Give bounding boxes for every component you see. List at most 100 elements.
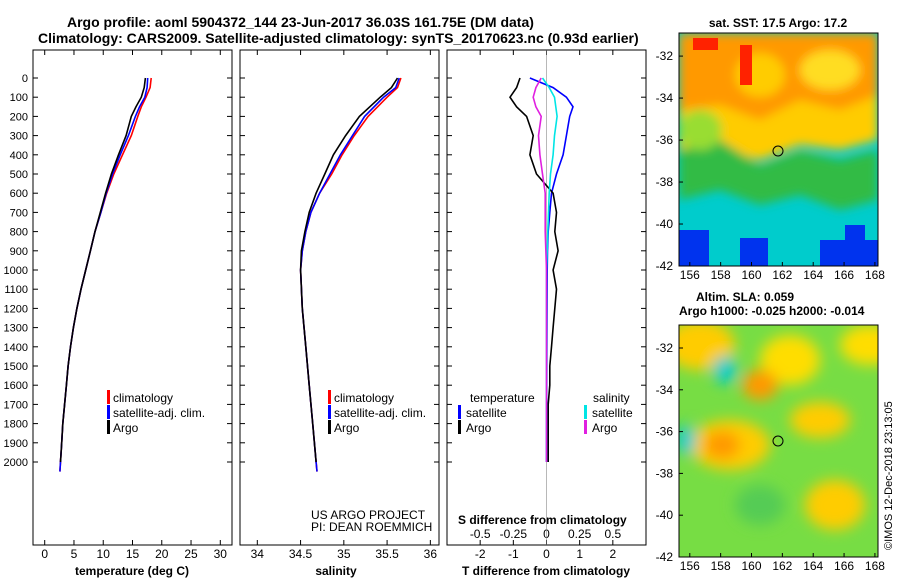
legend-swatch-s-satellite (584, 405, 587, 419)
s-x-tick-label: -0.5 (470, 527, 491, 541)
legend-swatch-s-argo (584, 420, 587, 434)
map-x-tick-label: 166 (834, 559, 854, 573)
y-tick-label: 2000 (4, 457, 28, 469)
series-line-argo (299, 77, 399, 463)
sst-map-image (679, 33, 878, 266)
map-x-tick-label: 156 (680, 559, 700, 573)
x-tick-label: 35 (337, 547, 351, 561)
legend-swatch-climatology (328, 390, 331, 404)
x-tick-label: 35.5 (375, 547, 399, 561)
legend-climatology: climatology (334, 391, 394, 405)
salinity-legend: climatology satellite-adj. clim. Argo US… (311, 390, 432, 534)
sla-title1: Altim. SLA: 0.059 (696, 290, 794, 304)
y-tick-label: 400 (10, 150, 28, 162)
legend-s-satellite: satellite (592, 406, 633, 420)
map-x-tick-label: 160 (741, 559, 761, 573)
profile-lines (59, 77, 574, 472)
y-tick-label: 0 (22, 73, 28, 85)
y-tick-label: 1500 (4, 361, 28, 373)
series-line-argo (59, 77, 147, 463)
x-tick-label: -1 (508, 547, 519, 561)
series-line-s-satellite (541, 77, 558, 462)
y-tick-label: 1700 (4, 399, 28, 411)
map-y-tick-label: -38 (656, 466, 674, 480)
legend-t-argo: Argo (466, 421, 492, 435)
map-y-tick-label: -36 (656, 133, 674, 147)
header-line2: Climatology: CARS2009. Satellite-adjuste… (38, 30, 639, 46)
legend-temperature-title: temperature (470, 391, 535, 405)
y-tick-label: 500 (10, 169, 28, 181)
pi-annotation: PI: DEAN ROEMMICH (311, 520, 432, 534)
y-tick-label: 1000 (4, 265, 28, 277)
x-tick-label: 0 (543, 547, 550, 561)
map-x-tick-label: 162 (772, 268, 792, 282)
map-axis-ticks: 156 158 160 162 164 166 168 -32 -34 -36 -38 -40 -42 1… (656, 49, 886, 573)
y-tick-label: 1900 (4, 438, 28, 450)
legend-swatch-satellite (107, 405, 110, 419)
sla-title2: Argo h1000: -0.025 h2000: -0.014 (679, 304, 865, 318)
map-x-tick-label: 164 (803, 268, 823, 282)
x-tick-label: 1 (576, 547, 583, 561)
series-line-s-argo (532, 77, 548, 462)
salinity-axes-frame (239, 49, 440, 546)
y-tick-label: 700 (10, 207, 28, 219)
map-x-tick-label: 158 (711, 559, 731, 573)
map-y-tick-label: -42 (656, 259, 674, 273)
x-tick-label: 25 (184, 547, 198, 561)
difference-xlabel: T difference from climatology (462, 564, 630, 578)
sst-map-frame (678, 32, 879, 267)
y-tick-label: 600 (10, 188, 28, 200)
legend-swatch-t-argo (458, 420, 461, 434)
legend-salinity-title: salinity (593, 391, 630, 405)
map-x-tick-label: 166 (834, 268, 854, 282)
sla-map-image (679, 325, 878, 557)
series-line-t-satellite (529, 77, 574, 463)
map-x-tick-label: 156 (680, 268, 700, 282)
x-tick-label: 15 (126, 547, 140, 561)
map-y-tick-label: -36 (656, 425, 674, 439)
x-tick-label: 2 (609, 547, 616, 561)
x-tick-label: 36 (424, 547, 438, 561)
legend-satellite: satellite-adj. clim. (334, 406, 426, 420)
s-x-tick-label: 0.25 (568, 527, 592, 541)
map-x-tick-label: 158 (711, 268, 731, 282)
y-tick-label: 900 (10, 246, 28, 258)
map-y-tick-label: -40 (656, 217, 674, 231)
x-tick-label: 20 (155, 547, 169, 561)
y-tick-label: 1300 (4, 323, 28, 335)
map-y-tick-label: -34 (656, 91, 674, 105)
s-x-tick-label: -0.25 (500, 527, 528, 541)
map-x-tick-label: 168 (865, 268, 885, 282)
map-y-tick-label: -42 (656, 550, 674, 564)
legend-swatch-satellite (328, 405, 331, 419)
project-annotation: US ARGO PROJECT (311, 508, 426, 522)
y-tick-label: 1800 (4, 419, 28, 431)
difference-legend: temperature satellite Argo salinity sate… (458, 391, 633, 527)
temperature-xlabel: temperature (deg C) (75, 564, 189, 578)
legend-s-argo: Argo (592, 421, 618, 435)
temperature-legend: climatology satellite-adj. clim. Argo (107, 390, 205, 435)
x-tick-label: 30 (214, 547, 228, 561)
y-tick-label: 800 (10, 227, 28, 239)
x-tick-label: 34.5 (289, 547, 313, 561)
legend-swatch-t-satellite (458, 405, 461, 419)
legend-swatch-argo (328, 420, 331, 434)
map-y-tick-label: -32 (656, 341, 674, 355)
legend-swatch-argo (107, 420, 110, 434)
y-tick-label: 300 (10, 131, 28, 143)
y-tick-label: 1600 (4, 380, 28, 392)
y-tick-label: 1100 (4, 284, 28, 296)
argo-location-marker (772, 435, 784, 447)
legend-satellite: satellite-adj. clim. (113, 406, 205, 420)
legend-climatology: climatology (113, 391, 173, 405)
map-x-tick-label: 168 (865, 559, 885, 573)
legend-swatch-climatology (107, 390, 110, 404)
imos-credit: ©IMOS 12-Dec-2018 23:13:05 (883, 401, 895, 550)
y-tick-label: 200 (10, 111, 28, 123)
y-tick-label: 100 (10, 92, 28, 104)
sla-map-frame (678, 324, 879, 558)
x-tick-label: 34 (251, 547, 265, 561)
series-line-t-argo (509, 77, 559, 462)
x-tick-label: -2 (475, 547, 486, 561)
